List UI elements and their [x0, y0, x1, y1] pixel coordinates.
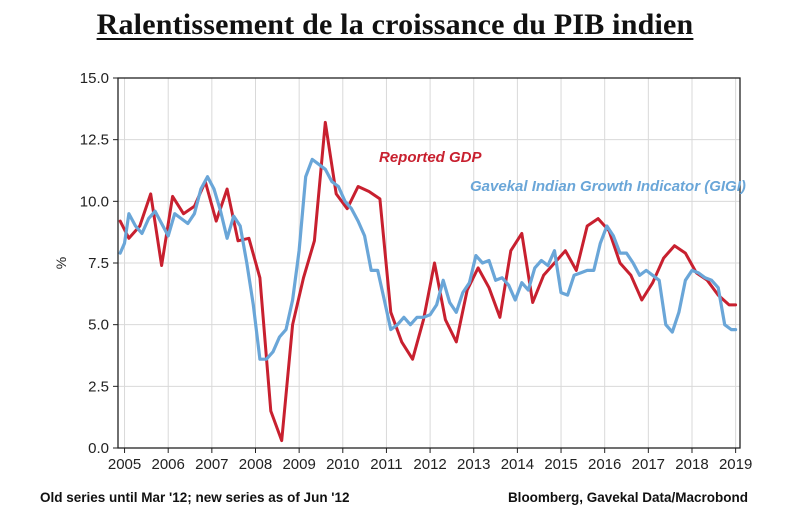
x-tick-label: 2016	[588, 456, 621, 473]
y-tick-label: 10.0	[80, 193, 109, 210]
y-tick-label: 12.5	[80, 132, 109, 149]
footnote-series-note: Old series until Mar '12; new series as …	[40, 490, 350, 505]
plot-frame	[117, 77, 741, 449]
series-line-reported-gdp	[118, 120, 738, 443]
y-axis-label: %	[53, 257, 69, 269]
x-tick-label: 2011	[370, 456, 402, 473]
y-tick-label: 2.5	[88, 378, 109, 395]
legend-reported-gdp: Reported GDP	[379, 149, 483, 166]
x-tick-label: 2012	[413, 456, 446, 473]
x-tick-label: 2015	[544, 456, 577, 473]
legend-gigi: Gavekal Indian Growth Indicator (GIGI)	[470, 178, 746, 195]
y-tick-label: 5.0	[88, 317, 109, 334]
x-tick-label: 2018	[675, 456, 708, 473]
x-tick-label: 2010	[326, 456, 359, 473]
grid-lines	[113, 77, 740, 453]
x-tick-label: 2013	[457, 456, 490, 473]
x-tick-label: 2014	[501, 456, 534, 473]
x-tick-label: 2017	[632, 456, 665, 473]
x-tick-label: 2006	[152, 456, 185, 473]
series-line-gigi	[118, 157, 738, 361]
y-tick-label: 15.0	[80, 70, 109, 87]
y-tick-label: 0.0	[88, 440, 109, 457]
y-tick-labels: 0.0 2.5 5.0 7.5 10.0 12.5 15.0	[80, 70, 109, 457]
x-tick-label: 2009	[282, 456, 315, 473]
x-tick-label: 2019	[719, 456, 752, 473]
y-tick-label: 7.5	[88, 255, 109, 272]
x-tick-label: 2005	[108, 456, 141, 473]
x-tick-label: 2007	[195, 456, 228, 473]
x-tick-labels: 2005 2006 2007 2008 2009 2010 2011 2012 2013 2014…	[108, 456, 752, 473]
footnote-source: Bloomberg, Gavekal Data/Macrobond	[507, 490, 748, 505]
x-tick-label: 2008	[239, 456, 272, 473]
chart-title: Ralentissement de la croissance du PIB i…	[96, 8, 694, 41]
series-lines	[118, 120, 738, 443]
